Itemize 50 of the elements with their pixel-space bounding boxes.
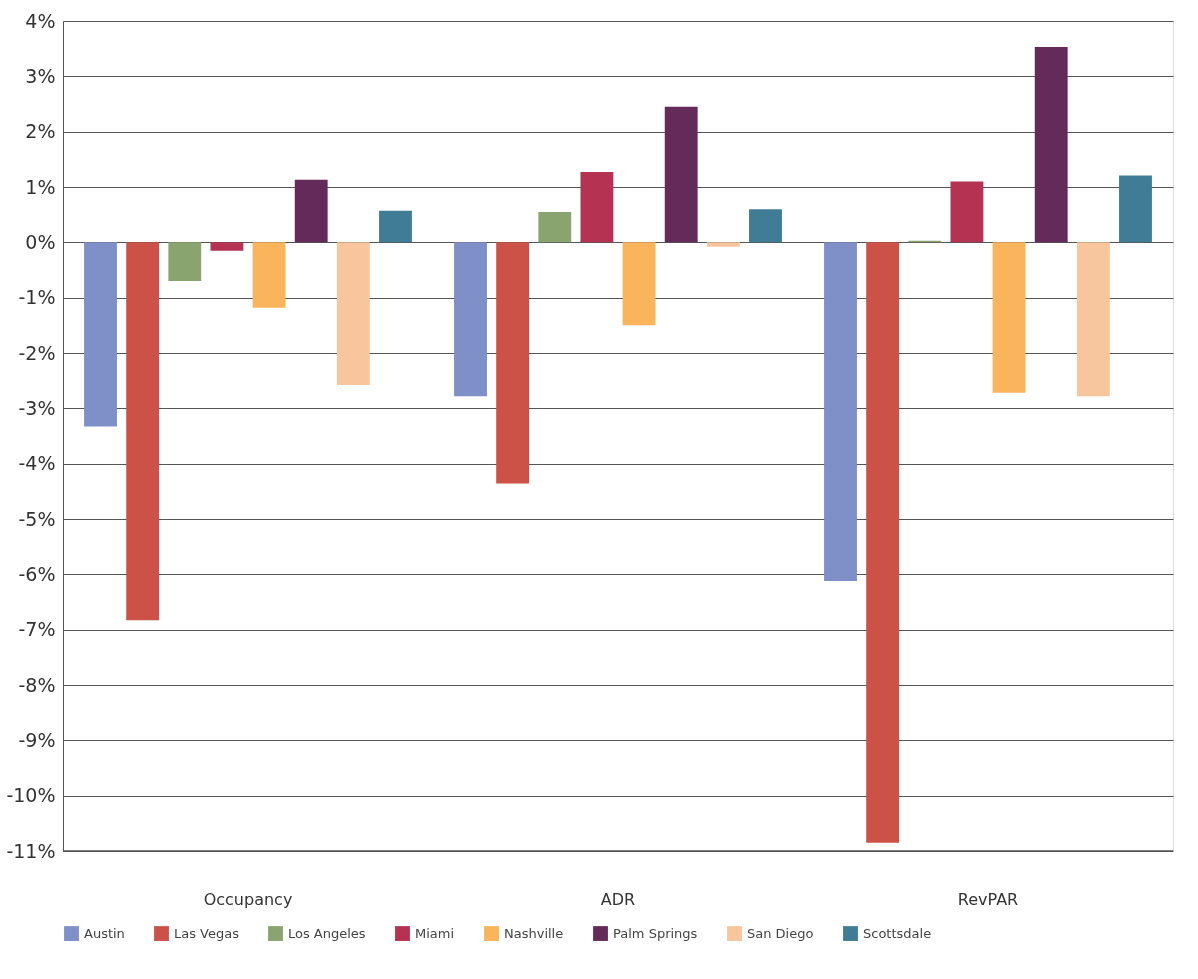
legend-label: Las Vegas [174, 925, 240, 941]
y-tick-label: -9% [18, 728, 56, 751]
y-tick-label: 3% [25, 64, 56, 87]
y-tick-label: -11% [6, 839, 56, 862]
y-tick-label: -5% [18, 507, 56, 530]
y-tick-label: 0% [25, 230, 56, 253]
bar [664, 106, 698, 243]
bar [706, 242, 740, 247]
y-tick-label: 2% [25, 120, 56, 143]
bar [580, 172, 614, 243]
y-tick-label: -6% [18, 562, 56, 585]
bar [992, 242, 1026, 393]
legend-label: Scottsdale [863, 925, 932, 941]
y-tick-label: -10% [6, 784, 56, 807]
bar [538, 211, 572, 243]
x-tick-label: Occupancy [203, 889, 293, 909]
bar [336, 242, 370, 386]
y-tick-label: 4% [25, 9, 56, 32]
legend-label: Nashville [504, 925, 564, 941]
x-tick-label: ADR [600, 889, 636, 909]
bar [950, 181, 984, 243]
y-tick-label: -2% [18, 341, 56, 364]
bar [252, 242, 286, 308]
bar [126, 242, 160, 621]
legend-label: San Diego [747, 925, 814, 941]
bar [1034, 47, 1068, 243]
y-tick-label: -7% [18, 618, 56, 641]
bar [84, 242, 117, 427]
legend-label: Miami [415, 925, 455, 941]
legend-label: Palm Springs [613, 925, 698, 941]
bar [866, 242, 900, 843]
bar [168, 242, 202, 282]
legend-label: Austin [84, 925, 125, 941]
x-tick-label: RevPAR [957, 889, 1019, 909]
y-tick-label: -8% [18, 673, 56, 696]
bar [379, 210, 412, 243]
bar [1119, 175, 1152, 243]
y-tick-label: -3% [18, 396, 56, 419]
bar [496, 242, 530, 484]
y-tick-label: 1% [25, 175, 56, 198]
bar [210, 242, 244, 251]
bar [824, 242, 857, 581]
bar [1076, 242, 1110, 397]
bar [294, 179, 328, 243]
y-tick-label: -4% [18, 452, 56, 475]
legend-label: Los Angeles [288, 925, 366, 941]
bar [622, 242, 656, 326]
bar [749, 209, 782, 243]
y-tick-label: -1% [18, 286, 56, 309]
bar [454, 242, 487, 397]
